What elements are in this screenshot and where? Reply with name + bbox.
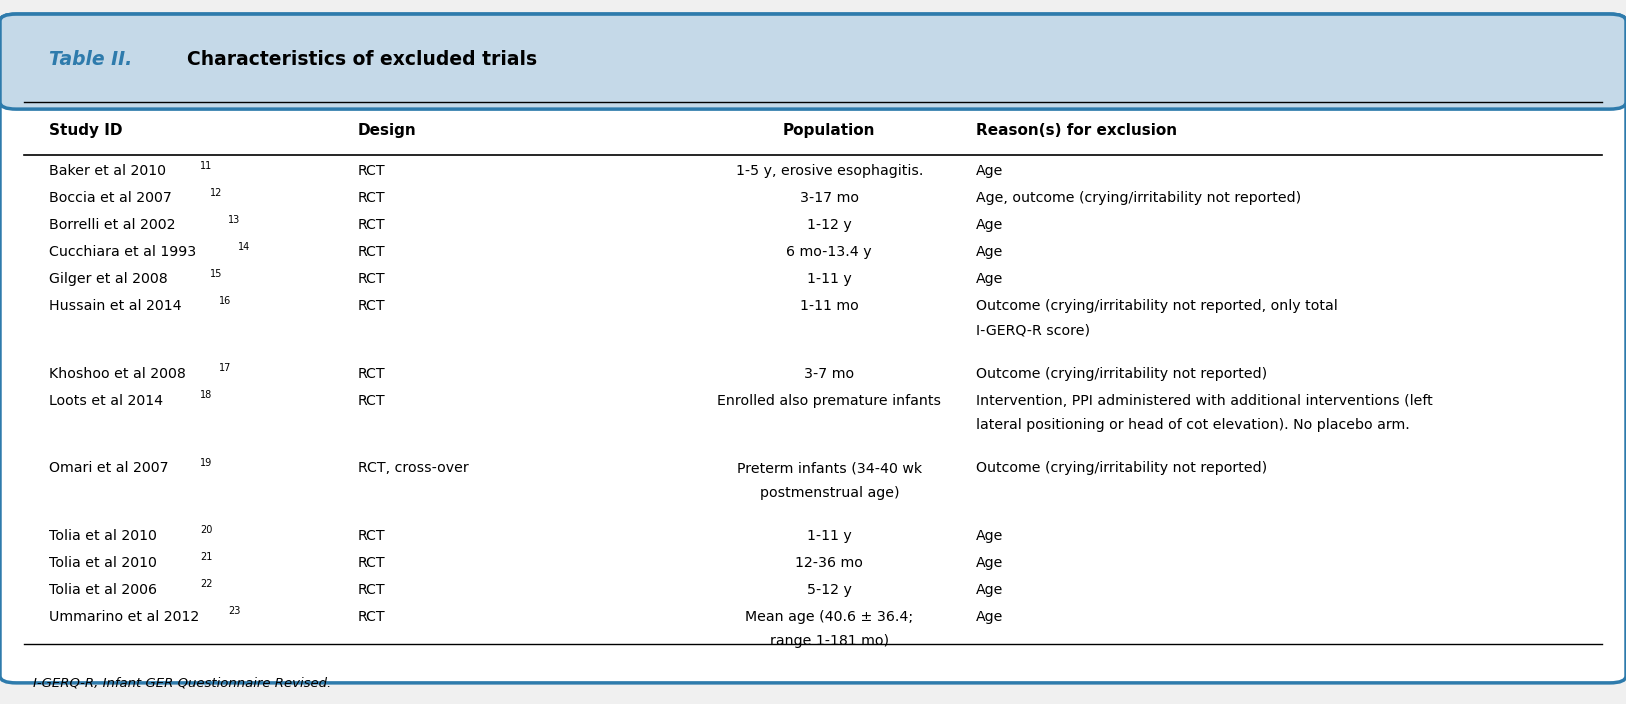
Text: 3-7 mo: 3-7 mo	[805, 367, 854, 381]
Text: Population: Population	[784, 122, 875, 138]
Text: Tolia et al 2010: Tolia et al 2010	[49, 555, 156, 570]
Text: Hussain et al 2014: Hussain et al 2014	[49, 299, 182, 313]
Text: Omari et al 2007: Omari et al 2007	[49, 461, 169, 475]
Text: RCT: RCT	[358, 164, 385, 178]
Text: Baker et al 2010: Baker et al 2010	[49, 164, 166, 178]
Text: RCT, cross-over: RCT, cross-over	[358, 461, 468, 475]
FancyBboxPatch shape	[0, 14, 1626, 683]
Text: range 1-181 mo): range 1-181 mo)	[769, 634, 889, 648]
Text: 14: 14	[237, 241, 250, 251]
Text: 13: 13	[228, 215, 241, 225]
Text: Boccia et al 2007: Boccia et al 2007	[49, 191, 172, 205]
Text: Preterm infants (34-40 wk: Preterm infants (34-40 wk	[737, 461, 922, 475]
Text: Mean age (40.6 ± 36.4;: Mean age (40.6 ± 36.4;	[745, 610, 914, 624]
Text: Borrelli et al 2002: Borrelli et al 2002	[49, 218, 176, 232]
Text: 11: 11	[200, 161, 213, 170]
Text: RCT: RCT	[358, 272, 385, 286]
Text: 3-17 mo: 3-17 mo	[800, 191, 859, 205]
Text: RCT: RCT	[358, 610, 385, 624]
Text: RCT: RCT	[358, 299, 385, 313]
Text: Tolia et al 2006: Tolia et al 2006	[49, 583, 156, 597]
Text: Table II.: Table II.	[49, 51, 132, 69]
Text: 15: 15	[210, 269, 221, 279]
Text: Characteristics of excluded trials: Characteristics of excluded trials	[187, 51, 537, 69]
Text: 1-11 mo: 1-11 mo	[800, 299, 859, 313]
Text: RCT: RCT	[358, 394, 385, 408]
FancyBboxPatch shape	[0, 14, 1626, 109]
Text: I-GERQ-R, Infant GER Questionnaire Revised.: I-GERQ-R, Infant GER Questionnaire Revis…	[33, 677, 330, 689]
Text: Age: Age	[976, 555, 1003, 570]
Text: Loots et al 2014: Loots et al 2014	[49, 394, 163, 408]
Text: Study ID: Study ID	[49, 122, 122, 138]
Text: Outcome (crying/irritability not reported): Outcome (crying/irritability not reporte…	[976, 461, 1267, 475]
Text: Reason(s) for exclusion: Reason(s) for exclusion	[976, 122, 1177, 138]
Text: Intervention, PPI administered with additional interventions (left: Intervention, PPI administered with addi…	[976, 394, 1433, 408]
Text: Khoshoo et al 2008: Khoshoo et al 2008	[49, 367, 185, 381]
Text: RCT: RCT	[358, 555, 385, 570]
Text: 1-5 y, erosive esophagitis.: 1-5 y, erosive esophagitis.	[735, 164, 924, 178]
Text: 12-36 mo: 12-36 mo	[795, 555, 863, 570]
Text: 5-12 y: 5-12 y	[806, 583, 852, 597]
Text: Age: Age	[976, 529, 1003, 543]
Text: Age: Age	[976, 610, 1003, 624]
Text: 12: 12	[210, 187, 221, 198]
Text: RCT: RCT	[358, 245, 385, 259]
Text: Cucchiara et al 1993: Cucchiara et al 1993	[49, 245, 197, 259]
Text: Age: Age	[976, 218, 1003, 232]
Text: RCT: RCT	[358, 367, 385, 381]
Text: RCT: RCT	[358, 529, 385, 543]
Text: 6 mo-13.4 y: 6 mo-13.4 y	[787, 245, 872, 259]
Text: RCT: RCT	[358, 218, 385, 232]
Text: 18: 18	[200, 390, 213, 400]
Text: Age: Age	[976, 272, 1003, 286]
Text: 16: 16	[220, 296, 231, 306]
Text: Gilger et al 2008: Gilger et al 2008	[49, 272, 167, 286]
Text: 20: 20	[200, 525, 213, 535]
Text: Outcome (crying/irritability not reported): Outcome (crying/irritability not reporte…	[976, 367, 1267, 381]
Text: Ummarino et al 2012: Ummarino et al 2012	[49, 610, 198, 624]
Text: 17: 17	[220, 363, 231, 373]
Text: lateral positioning or head of cot elevation). No placebo arm.: lateral positioning or head of cot eleva…	[976, 418, 1410, 432]
Text: 1-11 y: 1-11 y	[806, 529, 852, 543]
Text: 1-12 y: 1-12 y	[806, 218, 852, 232]
Text: I-GERQ-R score): I-GERQ-R score)	[976, 323, 1089, 337]
Text: RCT: RCT	[358, 191, 385, 205]
Text: 22: 22	[200, 579, 213, 589]
Text: 1-11 y: 1-11 y	[806, 272, 852, 286]
Text: Age, outcome (crying/irritability not reported): Age, outcome (crying/irritability not re…	[976, 191, 1301, 205]
Text: Outcome (crying/irritability not reported, only total: Outcome (crying/irritability not reporte…	[976, 299, 1337, 313]
Text: Age: Age	[976, 245, 1003, 259]
Text: 23: 23	[228, 606, 241, 616]
Text: postmenstrual age): postmenstrual age)	[759, 486, 899, 500]
Text: Age: Age	[976, 164, 1003, 178]
Text: Tolia et al 2010: Tolia et al 2010	[49, 529, 156, 543]
Text: Enrolled also premature infants: Enrolled also premature infants	[717, 394, 941, 408]
Text: Design: Design	[358, 122, 416, 138]
Text: 21: 21	[200, 552, 213, 562]
Text: Age: Age	[976, 583, 1003, 597]
Text: 19: 19	[200, 458, 213, 467]
Text: RCT: RCT	[358, 583, 385, 597]
